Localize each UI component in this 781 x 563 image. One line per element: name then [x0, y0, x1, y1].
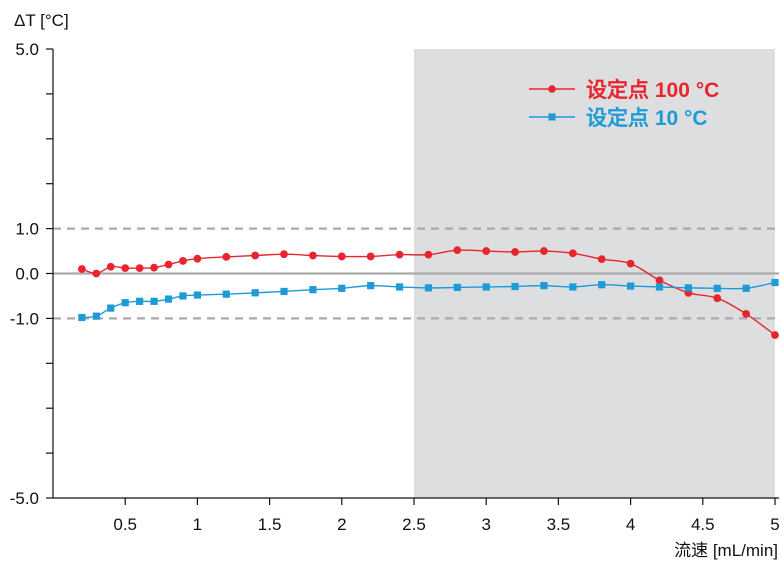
- series-0-point-19: [511, 248, 519, 256]
- series-0-point-15: [395, 250, 404, 259]
- series-1-point-16: [424, 284, 433, 292]
- series-0-point-22: [597, 255, 606, 264]
- legend-entry-10c: 设定点 10 °C: [529, 106, 708, 130]
- legend-entry-100c: 设定点 100 °C: [529, 78, 719, 102]
- legend-marker-100c: [548, 85, 556, 93]
- series-0-point-18: [482, 247, 491, 255]
- series-1-point-0: [78, 313, 86, 322]
- series-0-point-27: [742, 310, 751, 318]
- series-0-point-5: [150, 263, 158, 272]
- series-1-point-15: [395, 283, 404, 291]
- series-0-point-1: [92, 269, 101, 278]
- series-0-point-6: [164, 260, 173, 269]
- series-1-point-4: [136, 297, 144, 305]
- y-tick-label-3: -1.0: [10, 309, 39, 328]
- series-1-point-17: [453, 283, 461, 292]
- y-tick-label-0: 5.0: [15, 40, 39, 59]
- series-0-point-9: [222, 252, 231, 261]
- series-1-point-2: [107, 304, 115, 312]
- x-tick-label-4: 2.5: [402, 515, 426, 534]
- series-0-point-4: [135, 264, 144, 273]
- series-1-point-20: [540, 282, 548, 290]
- series-0-point-28: [771, 331, 779, 339]
- series-1-point-3: [121, 299, 129, 307]
- legend: 设定点 100 °C 设定点 10 °C: [529, 78, 719, 130]
- legend-label-100c: 设定点 100 °C: [586, 78, 719, 102]
- series-0-point-23: [626, 259, 635, 268]
- series-1-point-6: [164, 295, 173, 303]
- series-1-point-25: [684, 284, 692, 292]
- series-1-point-1: [92, 312, 100, 320]
- series-0-point-2: [106, 262, 115, 271]
- series-0-point-3: [121, 264, 130, 273]
- series-0-point-24: [655, 276, 664, 285]
- x-tick-label-8: 4.5: [691, 515, 715, 534]
- y-tick-label-1: 1.0: [15, 220, 39, 239]
- series-layer: [77, 246, 779, 339]
- series-1-point-14: [367, 282, 375, 290]
- series-0-point-11: [280, 250, 288, 259]
- x-tick-label-2: 1.5: [258, 515, 282, 534]
- y-axis-title: ΔT [°C]: [14, 11, 69, 30]
- series-1-point-19: [511, 282, 519, 291]
- series-0-point-13: [337, 252, 346, 261]
- x-tick-label-1: 1: [193, 515, 202, 534]
- series-0-point-12: [309, 251, 317, 260]
- series-1-point-22: [598, 281, 606, 289]
- x-tick-label-9: 5: [770, 515, 779, 534]
- x-tick-label-3: 2: [337, 515, 346, 534]
- series-1-point-13: [338, 284, 346, 292]
- series-0-point-21: [568, 249, 577, 258]
- series-1-point-12: [309, 286, 317, 294]
- series-1-point-23: [627, 282, 635, 290]
- series-1-point-18: [482, 283, 490, 291]
- legend-label-10c: 设定点 10 °C: [586, 106, 708, 130]
- series-0-point-16: [424, 250, 433, 259]
- series-0-point-17: [453, 246, 462, 255]
- series-1-point-7: [179, 292, 187, 300]
- y-tick-label-2: 0.0: [15, 265, 39, 284]
- series-1-point-10: [251, 289, 259, 297]
- series-1-point-28: [771, 278, 779, 287]
- series-1-point-11: [280, 287, 288, 296]
- reference-lines: [53, 227, 779, 320]
- series-0-point-7: [179, 257, 187, 265]
- x-tick-label-0: 0.5: [113, 515, 137, 534]
- legend-marker-10c: [548, 113, 556, 121]
- series-0-point-26: [713, 294, 722, 303]
- series-1-point-24: [655, 283, 664, 291]
- series-1-point-27: [742, 284, 750, 292]
- x-axis-title: 流速 [mL/min]: [674, 541, 778, 560]
- x-tick-label-7: 4: [626, 515, 635, 534]
- series-0-point-8: [193, 254, 202, 263]
- series-0-point-20: [540, 247, 548, 255]
- series-1-point-9: [222, 290, 230, 298]
- series-1-point-8: [193, 291, 201, 299]
- y-tick-label-4: -5.0: [10, 489, 39, 508]
- series-0-point-0: [77, 265, 86, 273]
- series-1-point-21: [569, 283, 577, 291]
- series-0-point-14: [366, 252, 375, 261]
- axis-ticks: 5.0 1.0 0.0 -1.0 -5.0 0.5 1 1.5 2 2.5 3 3.5 4 4.5 5: [10, 40, 780, 534]
- series-1-point-5: [150, 297, 158, 305]
- x-tick-label-5: 3: [481, 515, 490, 534]
- series-1-point-26: [713, 284, 721, 292]
- x-tick-label-6: 3.5: [547, 515, 571, 534]
- series-0-point-10: [251, 251, 260, 260]
